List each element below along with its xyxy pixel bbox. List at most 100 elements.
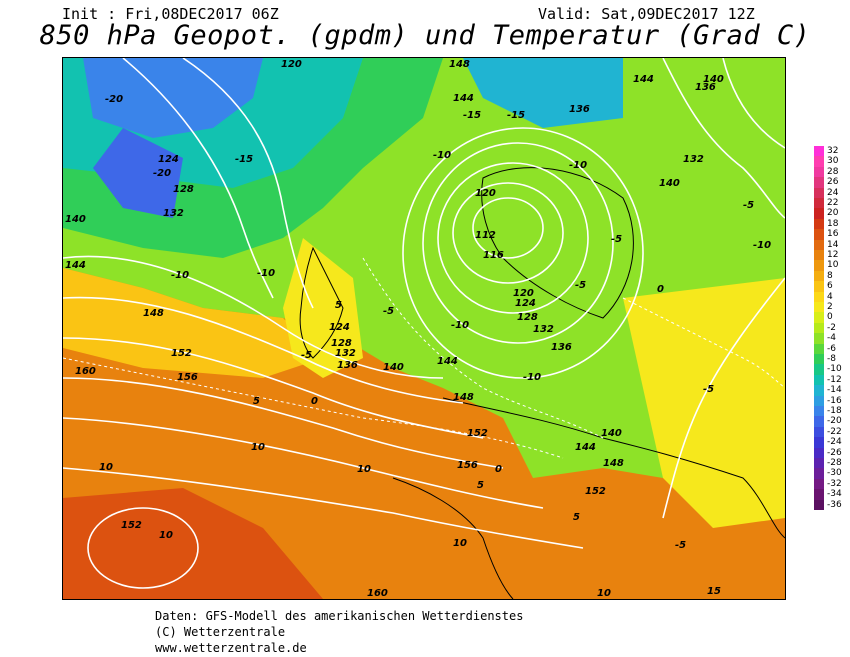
coastline-iberia <box>392 477 514 599</box>
temperature-zone-warm-south <box>63 488 323 599</box>
colorbar-tick-label: -14 <box>827 385 842 396</box>
label-temp-minus10-se: -10 <box>523 372 541 383</box>
temperature-zone-mild-east <box>623 278 785 528</box>
temperature-zone-frigid <box>83 58 263 138</box>
temperature-zone-cold-north <box>463 58 623 128</box>
colorbar-tick-label: -10 <box>827 364 842 375</box>
label-geopotential-124: 124 <box>158 154 179 165</box>
temperature-contours <box>63 257 785 459</box>
colorbar-tick-label: 16 <box>827 229 839 240</box>
label-temp-minus5-e: -5 <box>743 200 754 211</box>
label-geopotential-140-ne2: 140 <box>659 178 680 189</box>
coastline-continent <box>442 397 785 539</box>
label-geopotential-136-e: 136 <box>551 342 572 353</box>
label-geopotential-144-w: 144 <box>65 260 86 271</box>
colorbar-segment <box>814 177 824 189</box>
colorbar-tick-label: 28 <box>827 166 839 177</box>
colorbar-segment <box>814 374 824 386</box>
colorbar-tick-label: -4 <box>827 333 836 344</box>
label-geopotential-132: 132 <box>163 208 184 219</box>
colorbar-tick-label: -26 <box>827 447 842 458</box>
label-geopotential-128-c2: 128 <box>517 312 538 323</box>
label-geopotential-116: 116 <box>483 250 504 261</box>
label-geopotential-128-c: 128 <box>331 338 352 349</box>
label-temp-minus20: -20 <box>105 94 123 105</box>
label-temp-minus5-c: -5 <box>575 280 586 291</box>
label-geopotential-144-e: 144 <box>575 442 596 453</box>
colorbar-segment <box>814 146 824 157</box>
colorbar-tick-label: 0 <box>827 312 833 323</box>
colorbar-tick-label: -16 <box>827 395 842 406</box>
label-geopotential-140-c: 140 <box>383 362 404 373</box>
temperature-zone-mild-uk <box>283 238 363 378</box>
label-temp-0-w: 0 <box>311 396 318 407</box>
colorbar-segment <box>814 447 824 459</box>
temperature-colorbar <box>814 146 824 511</box>
coastline-britain <box>299 246 344 359</box>
label-geopotential-136-c: 136 <box>337 360 358 371</box>
label-temp-minus10-s: -10 <box>451 320 469 331</box>
colorbar-segment <box>814 354 824 365</box>
colorbar-tick-label: 22 <box>827 198 839 208</box>
colorbar-tick-label: -34 <box>827 489 842 500</box>
colorbar-segment <box>814 437 824 449</box>
label-temp-10-s: 10 <box>453 538 467 549</box>
label-geopotential-148: 148 <box>449 59 470 70</box>
label-temp-minus5: -5 <box>383 306 394 317</box>
chart-title: 850 hPa Geopot. (gpdm) und Temperatur (G… <box>39 20 811 51</box>
label-temp-0: 0 <box>657 284 664 295</box>
colorbar-tick-label: 20 <box>827 208 839 219</box>
label-temp-minus10-w: -10 <box>171 270 189 281</box>
weather-map: 120 148 140 144 -20 -20 124 128 132 140 … <box>62 57 786 600</box>
label-geopotential-140-ne: 140 <box>703 74 724 85</box>
label-geopotential-136-n: 136 <box>569 104 590 115</box>
valid-time: Valid: Sat,09DEC2017 12Z <box>538 5 755 23</box>
label-temp-minus15-c: -15 <box>235 154 253 165</box>
label-geopotential-132-c: 132 <box>335 348 356 359</box>
colorbar-segment <box>814 416 824 428</box>
colorbar-segment <box>814 489 824 501</box>
label-temp-minus15: -15 <box>463 110 481 121</box>
colorbar-tick-label: -32 <box>827 478 842 489</box>
colorbar-segment <box>814 187 824 199</box>
geopotential-contours <box>63 58 785 589</box>
colorbar-tick-label: -18 <box>827 406 842 416</box>
label-geopotential-148-e: 148 <box>603 458 624 469</box>
colorbar-segment <box>814 302 824 313</box>
colorbar-tick-label: 6 <box>827 281 833 292</box>
label-geopotential-144-c: 144 <box>437 356 458 367</box>
label-geopotential-160-s: 160 <box>367 588 388 599</box>
label-geopotential-120-c: 120 <box>475 188 496 199</box>
label-temp-10: 10 <box>251 442 265 453</box>
colorbar-tick-label: 8 <box>827 270 833 281</box>
colorbar-segment <box>814 291 824 303</box>
label-geopotential-120-c2: 120 <box>513 288 534 299</box>
label-geopotential-132-c2: 132 <box>533 324 554 335</box>
colorbar-tick-label: 26 <box>827 177 839 188</box>
colorbar-segment <box>814 499 824 511</box>
colorbar-tick-label: -12 <box>827 374 842 385</box>
colorbar-tick-label: 4 <box>827 291 833 302</box>
colorbar-tick-label: 24 <box>827 187 839 198</box>
colorbar-segment <box>814 385 824 397</box>
colorbar-segment <box>814 198 824 209</box>
label-temp-minus20-b: -20 <box>153 168 171 179</box>
colorbar-tick-label: 18 <box>827 218 839 229</box>
temperature-zone-frigid-west <box>93 128 183 218</box>
colorbar-tick-label: -22 <box>827 426 842 437</box>
colorbar-segment <box>814 270 824 282</box>
label-temp-10-se: 10 <box>597 588 611 599</box>
label-geopotential-148-w: 148 <box>143 308 164 319</box>
label-geopotential-144-n: 144 <box>453 93 474 104</box>
label-temp-minus10-ne: -10 <box>569 160 587 171</box>
website-url: www.wetterzentrale.de <box>155 641 307 655</box>
colorbar-tick-label: -2 <box>827 322 836 333</box>
label-geopotential-124-c2: 124 <box>515 298 536 309</box>
colorbar-segment <box>814 312 824 324</box>
label-geopotential-132-ne: 132 <box>683 154 704 165</box>
copyright: (C) Wetterzentrale <box>155 625 286 639</box>
label-temp-minus15-b: -15 <box>507 110 525 121</box>
colorbar-segment <box>814 260 824 272</box>
label-temp-10-sw: 10 <box>159 530 173 541</box>
label-geopotential-156-s: 156 <box>457 460 478 471</box>
